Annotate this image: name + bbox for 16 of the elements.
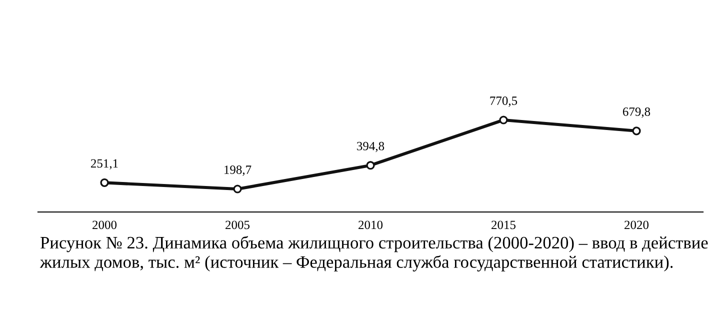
data-label: 198,7: [224, 166, 252, 176]
x-tick-label: 2010: [358, 220, 383, 230]
x-tick-label: 2000: [92, 220, 117, 230]
x-tick-label: 2015: [492, 220, 516, 230]
x-tick-label: 2005: [226, 220, 250, 230]
point: [233, 184, 242, 194]
data-label: 679,8: [622, 107, 650, 118]
data-label: 251,1: [90, 159, 118, 170]
text: Рисунок № 23. Динамика объема жилищного строительства (2000-2020) – ввод в действие жилых домов, тыс. м² (источник – Федеральная служба государственной статистики).: [40, 236, 708, 272]
point: [366, 161, 375, 170]
data-label: 394,8: [357, 142, 384, 152]
point: [499, 116, 508, 124]
point: [100, 178, 109, 187]
data-label: 770,5: [490, 96, 518, 107]
x-tick-label: 2020: [624, 220, 649, 230]
point: [632, 126, 641, 136]
